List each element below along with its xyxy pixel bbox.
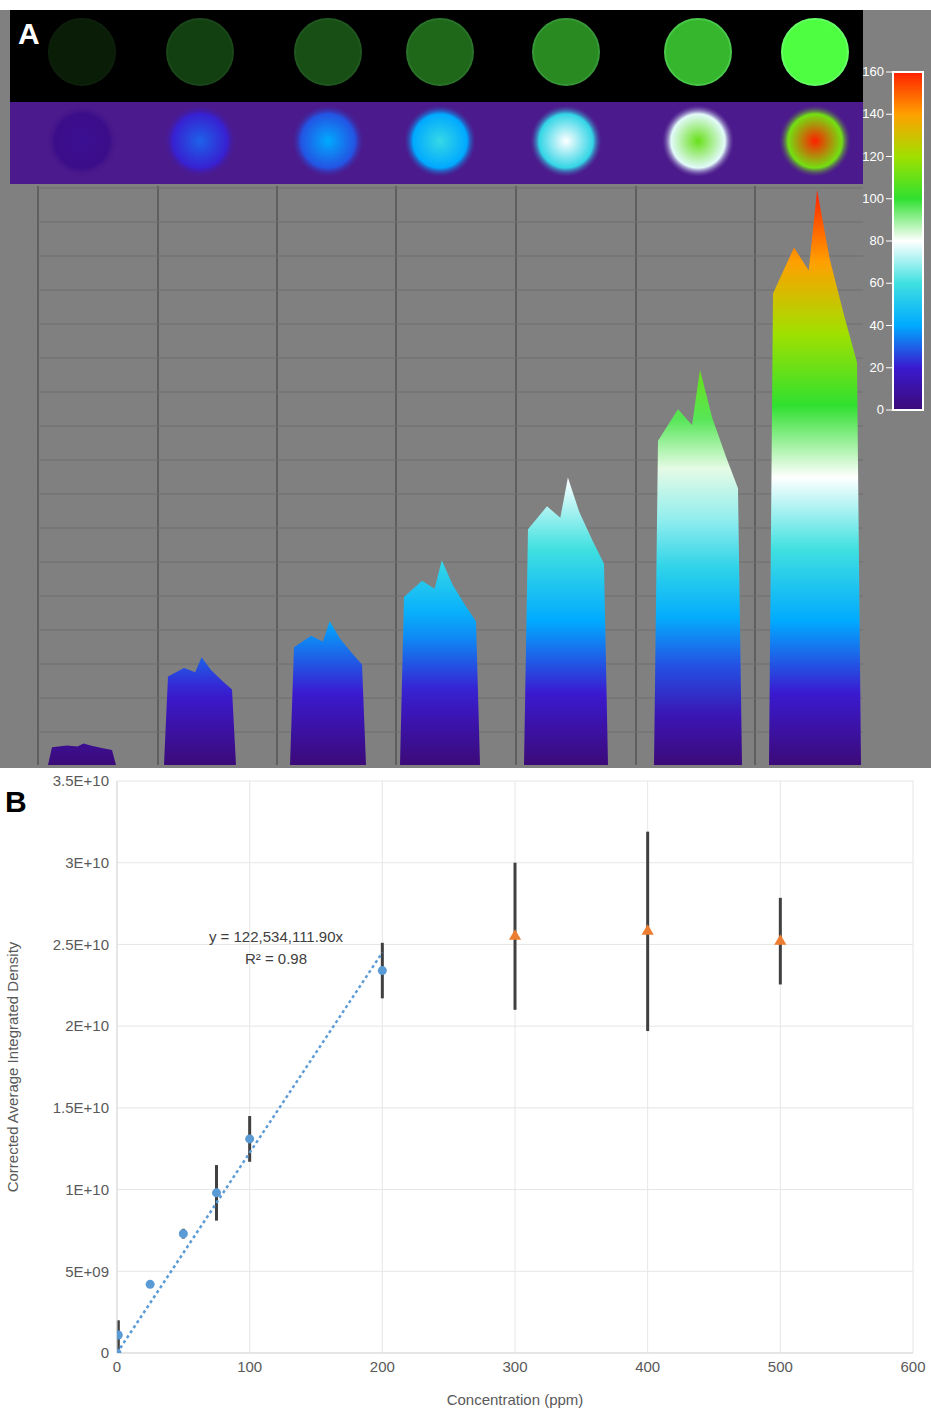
svg-text:1E+10: 1E+10 — [65, 1181, 109, 1198]
html-text:y = 122,534,111.90x: y = 122,534,111.90x — [208, 928, 344, 945]
svg-text:Corrected Average Integrated D: Corrected Average Integrated Density — [4, 941, 21, 1192]
svg-text:100: 100 — [237, 1358, 262, 1375]
svg-text:20: 20 — [870, 360, 884, 375]
svg-text:0: 0 — [101, 1344, 109, 1361]
svg-text:2.5E+10: 2.5E+10 — [53, 936, 109, 953]
svg-text:100: 100 — [862, 191, 884, 206]
svg-text:2E+10: 2E+10 — [65, 1017, 109, 1034]
html-text:R² = 0.98: R² = 0.98 — [244, 950, 308, 967]
svg-text:1.5E+10: 1.5E+10 — [53, 1099, 109, 1116]
svg-text:200: 200 — [370, 1358, 395, 1375]
svg-text:Concentration (ppm): Concentration (ppm) — [447, 1391, 584, 1408]
html-text:B: B — [5, 785, 27, 818]
svg-text:160: 160 — [862, 64, 884, 79]
svg-text:0: 0 — [113, 1358, 121, 1375]
svg-text:0: 0 — [877, 402, 884, 417]
svg-text:60: 60 — [870, 275, 884, 290]
svg-text:3E+10: 3E+10 — [65, 854, 109, 871]
svg-text:80: 80 — [870, 233, 884, 248]
svg-text:120: 120 — [862, 149, 884, 164]
svg-text:140: 140 — [862, 106, 884, 121]
svg-text:400: 400 — [635, 1358, 660, 1375]
svg-text:3.5E+10: 3.5E+10 — [53, 772, 109, 789]
svg-text:600: 600 — [900, 1358, 925, 1375]
svg-text:300: 300 — [502, 1358, 527, 1375]
svg-text:500: 500 — [768, 1358, 793, 1375]
svg-text:A: A — [18, 17, 40, 50]
svg-text:40: 40 — [870, 318, 884, 333]
svg-text:5E+09: 5E+09 — [65, 1263, 109, 1280]
